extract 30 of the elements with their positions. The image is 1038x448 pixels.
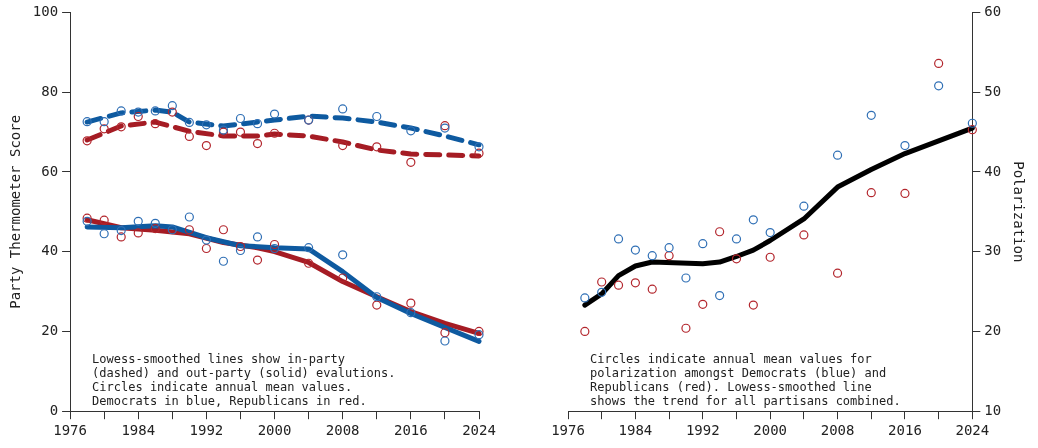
- y2-axis-title: Polarization: [1010, 161, 1027, 263]
- x-tick-label: 1984: [618, 422, 653, 439]
- x-tick-label: 2016: [393, 422, 428, 439]
- y-tick-label: 0: [49, 401, 59, 418]
- x-tick-label: 1976: [53, 422, 87, 439]
- x-tick-label: 1992: [685, 422, 720, 439]
- y2-tick-label: 10: [984, 401, 1002, 418]
- y-tick-label: 20: [41, 322, 59, 339]
- y2-tick-label: 50: [984, 82, 1002, 99]
- x-tick-label: 1992: [189, 422, 224, 439]
- y2-tick-label: 60: [984, 3, 1002, 20]
- x-tick-label: 2024: [462, 422, 496, 439]
- annotation: Lowess-smoothed lines show in-party (dashed) and out-party (solid) evalutions. Circles indicate annual mean values. Democrats in blue, Republicans in red.: [92, 352, 396, 409]
- y-tick-label: 40: [41, 242, 59, 259]
- x-tick-label: 1984: [121, 422, 156, 439]
- y2-tick-label: 40: [984, 162, 1002, 179]
- x-tick-label: 2024: [955, 422, 990, 439]
- x-tick-label: 1976: [551, 422, 585, 439]
- y-axis-title: Party Thermometer Score: [7, 114, 24, 309]
- x-tick-label: 2016: [888, 422, 922, 439]
- y-tick-label: 100: [32, 3, 59, 20]
- x-tick-label: 2008: [325, 422, 360, 439]
- y-tick-label: 80: [41, 82, 59, 99]
- y-tick-label: 60: [41, 162, 59, 179]
- annotation: Circles indicate annual mean values for polarization amongst Democrats (blue) and Republicans (red). Lowess-smoothed line shows the trend for all partisans combined.: [590, 352, 901, 409]
- y2-tick-label: 20: [984, 322, 1002, 339]
- x-tick-label: 2000: [753, 422, 788, 439]
- x-tick-label: 2000: [257, 422, 292, 439]
- x-tick-label: 2008: [820, 422, 855, 439]
- y2-tick-label: 30: [984, 242, 1002, 259]
